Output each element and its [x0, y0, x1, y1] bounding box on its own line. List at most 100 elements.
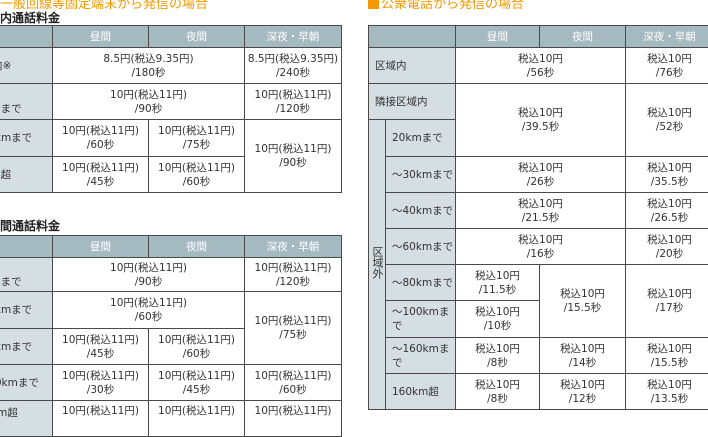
cell-text: 10円(税込11円) [53, 161, 148, 175]
cell-text: 税込10円 [626, 197, 708, 211]
cell-text: /45秒 [149, 383, 244, 397]
rate-cell: 税込10円/26.5秒 [626, 193, 708, 229]
cell-text: 税込10円 [456, 106, 625, 120]
table-header-row: 昼間 夜間 深夜・早朝 [0, 26, 342, 48]
orange-square-icon [368, 0, 379, 9]
row-label: ～60kmまで [0, 120, 53, 157]
cell-text: 税込10円 [540, 342, 625, 356]
rate-cell: 10円(税込11円)/90秒 [245, 120, 342, 193]
cell-text: /56秒 [456, 66, 625, 80]
cell-text: 税込10円 [540, 378, 625, 392]
rate-cell: 10円(税込11円)/60秒 [149, 157, 245, 193]
header-latenight: 深夜・早朝 [626, 26, 708, 48]
cell-text: 10円(税込11円) [245, 88, 341, 102]
cell-text: /240秒 [245, 66, 341, 80]
rate-cell: 10円(税込11円)/60秒 [245, 365, 342, 401]
row-label: ～160kmまで [386, 338, 456, 374]
cell-text: 10円(税込11円) [245, 314, 341, 328]
rate-cell: 10円(税込11円)/30秒 [53, 365, 149, 401]
cell-text: /17秒 [626, 301, 708, 315]
cell-text: 8.5円(税込9.35円) [53, 52, 244, 66]
rate-cell: 10円(税込11円)/120秒 [245, 258, 342, 292]
row-label: 区域内 [369, 48, 456, 84]
cell-text: 税込10円 [626, 233, 708, 247]
rate-cell: 10円(税込11円)/120秒 [245, 84, 342, 120]
cell-text: 8.5円(税込9.35円) [245, 52, 341, 66]
row-label: 60km超 [0, 157, 53, 193]
cell-text: /11.5秒 [456, 283, 539, 297]
rate-cell: 10円(税込11円) [245, 401, 342, 437]
cell-text: /15.5秒 [540, 301, 625, 315]
row-label: 160km超 [386, 374, 456, 410]
cell-text: 20kmまで [0, 102, 52, 116]
header-night: 夜間 [149, 26, 245, 48]
rate-cell: 税込10円/15.5秒 [540, 265, 626, 338]
rate-cell: 税込10円/12秒 [540, 374, 626, 410]
rate-cell: 税込10円/39.5秒 [456, 84, 626, 157]
rate-cell: 税込10円/76秒 [626, 48, 708, 84]
row-label: 20kmまで [386, 120, 456, 157]
table-row: 100km超 10円(税込11円) 10円(税込11円) 10円(税込11円) [0, 401, 342, 437]
row-label: ～60kmまで [386, 229, 456, 265]
cell-text: 税込10円 [626, 287, 708, 301]
table-row: ～60kmまで 10円(税込11円)/60秒 10円(税込11円)/75秒 10… [0, 120, 342, 157]
cell-text: /26秒 [456, 175, 625, 189]
cell-text: 10円(税込11円) [149, 333, 244, 347]
cell-text: /26.5秒 [626, 211, 708, 225]
cell-text: /14秒 [540, 356, 625, 370]
table-row: ～60kmまで 税込10円/16秒 税込10円/20秒 [369, 229, 708, 265]
header-corner [0, 26, 53, 48]
cell-text: 税込10円 [456, 269, 539, 283]
outside-area-label: 区域外 [369, 120, 386, 410]
rate-cell: 10円(税込11円)/75秒 [149, 120, 245, 157]
cell-text: /90秒 [53, 275, 244, 289]
rate-cell: 10円(税込11円)/75秒 [245, 292, 342, 365]
header-day: 昼間 [456, 26, 540, 48]
cell-text: /75秒 [149, 138, 244, 152]
cell-text: 20kmまで [0, 275, 52, 289]
row-label: ～30kmまで [386, 157, 456, 193]
cell-text: /39.5秒 [456, 120, 625, 134]
cell-text: 10円(税込11円) [149, 124, 244, 138]
header-corner [369, 26, 456, 48]
rate-cell: 税込10円/8秒 [456, 374, 540, 410]
cell-text: /30秒 [53, 383, 148, 397]
cell-text: 税込10円 [456, 342, 539, 356]
local-rate-table: 昼間 夜間 深夜・早朝 区域内※ 8.5円(税込9.35円)/180秒 8.5円… [0, 25, 342, 193]
cell-text: 10円(税込11円) [53, 124, 148, 138]
cell-text: 10円(税込11円) [53, 369, 148, 383]
cell-text: /60秒 [149, 175, 244, 189]
cell-text: /90秒 [245, 156, 341, 170]
cell-text: /120秒 [245, 275, 341, 289]
cell-text: /90秒 [53, 102, 244, 116]
rate-cell: 税込10円/21.5秒 [456, 193, 626, 229]
cell-text: /20秒 [626, 247, 708, 261]
right-section-title: 公衆電話から発信の場合 [368, 0, 524, 12]
table-header-row: 昼間 夜間 深夜・早朝 [369, 26, 708, 48]
cell-text: 10円(税込11円) [149, 161, 244, 175]
table-row: 隣接区域内 税込10円/39.5秒 税込10円/52秒 [369, 84, 708, 120]
table-row: ～100kmまで 10円(税込11円)/30秒 10円(税込11円)/45秒 1… [0, 365, 342, 401]
table-row: 区域内 税込10円/56秒 税込10円/76秒 [369, 48, 708, 84]
rate-cell: 10円(税込11円)/45秒 [53, 157, 149, 193]
cell-text: 税込10円 [626, 106, 708, 120]
cell-text: /21.5秒 [456, 211, 625, 225]
row-label: ～80kmまで [386, 265, 456, 301]
header-night: 夜間 [540, 26, 626, 48]
rate-cell: 10円(税込11円)/90秒 [53, 258, 245, 292]
right-title-text: 公衆電話から発信の場合 [381, 0, 524, 12]
rate-cell: 10円(税込11円) [53, 401, 149, 437]
row-label: ～60kmまで [0, 329, 53, 365]
payphone-rate-table: 昼間 夜間 深夜・早朝 区域内 税込10円/56秒 税込10円/76秒 隣接区域… [368, 25, 708, 410]
rate-cell: 税込10円/26秒 [456, 157, 626, 193]
header-latenight: 深夜・早朝 [245, 26, 342, 48]
rate-cell: 10円(税込11円)/60秒 [53, 120, 149, 157]
rate-cell: 税込10円/35.5秒 [626, 157, 708, 193]
cell-text: /8秒 [456, 392, 539, 406]
rate-cell: 税込10円/10秒 [456, 301, 540, 338]
cell-text: 10円(税込11円) [245, 142, 341, 156]
cell-text: /75秒 [245, 328, 341, 342]
rate-cell: 8.5円(税込9.35円)/240秒 [245, 48, 342, 84]
cell-text: /8秒 [456, 356, 539, 370]
cell-text: 税込10円 [626, 161, 708, 175]
